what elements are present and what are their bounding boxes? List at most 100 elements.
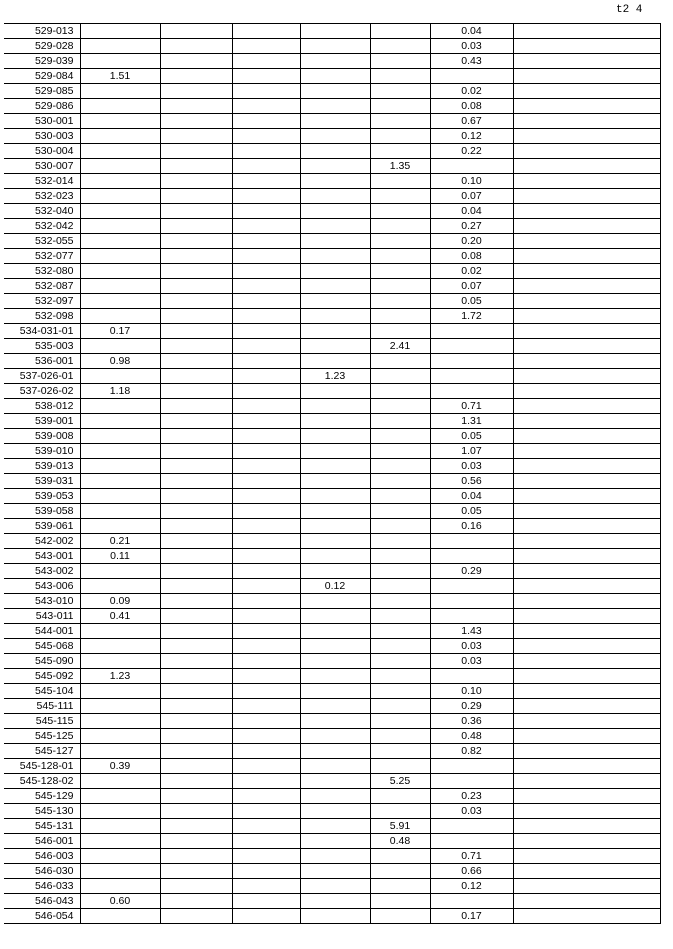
row-id: 530-003 <box>4 128 80 144</box>
table-cell: 0.36 <box>429 713 513 729</box>
table-cell <box>512 293 661 309</box>
table-cell <box>369 473 430 489</box>
table-cell <box>299 233 370 249</box>
row-id: 543-001 <box>4 548 80 564</box>
table-cell: 0.16 <box>429 518 513 534</box>
table-cell <box>369 353 430 369</box>
table-cell <box>429 323 513 339</box>
row-id: 532-098 <box>4 308 80 324</box>
table-cell <box>79 263 160 279</box>
table-cell <box>512 638 661 654</box>
table-cell <box>159 83 232 99</box>
table-cell <box>231 503 300 519</box>
table-cell <box>159 803 232 819</box>
table-cell <box>159 533 232 549</box>
table-cell <box>429 758 513 774</box>
table-row: 539-061 0.16 <box>4 518 661 534</box>
table-row: 537-026-02 1.18 <box>4 383 661 399</box>
table-cell <box>159 728 232 744</box>
table-cell <box>369 488 430 504</box>
table-cell <box>299 248 370 264</box>
table-cell <box>231 683 300 699</box>
row-id: 539-008 <box>4 428 80 444</box>
row-id: 542-002 <box>4 533 80 549</box>
table-cell <box>231 458 300 474</box>
table-cell: 0.67 <box>429 113 513 129</box>
table-cell <box>231 533 300 549</box>
table-cell: 0.29 <box>429 698 513 714</box>
table-cell <box>299 518 370 534</box>
table-cell: 0.48 <box>369 833 430 849</box>
table-cell <box>79 653 160 669</box>
table-cell <box>231 443 300 459</box>
row-id: 543-002 <box>4 563 80 579</box>
table-cell <box>231 578 300 594</box>
table-cell <box>369 428 430 444</box>
table-cell <box>512 578 661 594</box>
table-cell <box>299 533 370 549</box>
table-row: 532-040 0.04 <box>4 203 661 219</box>
table-cell <box>299 488 370 504</box>
table-cell <box>299 593 370 609</box>
table-row: 539-031 0.56 <box>4 473 661 489</box>
row-id: 537-026-02 <box>4 383 80 399</box>
table-cell <box>159 593 232 609</box>
table-cell <box>159 233 232 249</box>
table-cell: 0.23 <box>429 788 513 804</box>
table-cell <box>159 188 232 204</box>
table-cell <box>299 473 370 489</box>
table-cell <box>159 518 232 534</box>
row-id: 536-001 <box>4 353 80 369</box>
table-row: 529-085 0.02 <box>4 83 661 99</box>
row-id: 535-003 <box>4 338 80 354</box>
table-cell <box>512 833 661 849</box>
table-cell <box>299 413 370 429</box>
table-row: 544-001 1.43 <box>4 623 661 639</box>
row-id: 529-084 <box>4 68 80 84</box>
table-cell <box>159 503 232 519</box>
table-cell <box>231 743 300 759</box>
table-cell: 0.10 <box>429 683 513 699</box>
table-cell <box>512 563 661 579</box>
table-cell <box>231 623 300 639</box>
table-cell <box>512 713 661 729</box>
table-cell <box>369 53 430 69</box>
table-cell <box>79 818 160 834</box>
table-cell <box>299 158 370 174</box>
table-cell: 2.41 <box>369 338 430 354</box>
table-row: 545-090 0.03 <box>4 653 661 669</box>
table-cell <box>299 893 370 909</box>
table-cell <box>512 443 661 459</box>
table-cell <box>231 308 300 324</box>
table-cell: 0.17 <box>79 323 160 339</box>
row-id: 545-130 <box>4 803 80 819</box>
table-cell <box>79 428 160 444</box>
table-cell <box>159 758 232 774</box>
table-row: 543-001 0.11 <box>4 548 661 564</box>
table-cell <box>159 578 232 594</box>
table-cell <box>79 83 160 99</box>
row-id: 532-023 <box>4 188 80 204</box>
table-cell <box>512 413 661 429</box>
table-cell <box>231 413 300 429</box>
table-cell <box>369 308 430 324</box>
table-cell <box>429 593 513 609</box>
table-cell <box>159 683 232 699</box>
table-cell <box>512 743 661 759</box>
table-cell: 1.07 <box>429 443 513 459</box>
table-cell <box>512 218 661 234</box>
table-cell <box>369 248 430 264</box>
table-cell <box>512 38 661 54</box>
table-cell <box>512 68 661 84</box>
table-cell <box>512 818 661 834</box>
table-cell <box>231 608 300 624</box>
row-id: 545-129 <box>4 788 80 804</box>
table-cell <box>79 578 160 594</box>
table-cell <box>369 443 430 459</box>
table-cell <box>369 173 430 189</box>
table-cell <box>369 413 430 429</box>
table-cell <box>79 368 160 384</box>
table-row: 532-097 0.05 <box>4 293 661 309</box>
table-cell <box>79 728 160 744</box>
table-cell <box>231 353 300 369</box>
